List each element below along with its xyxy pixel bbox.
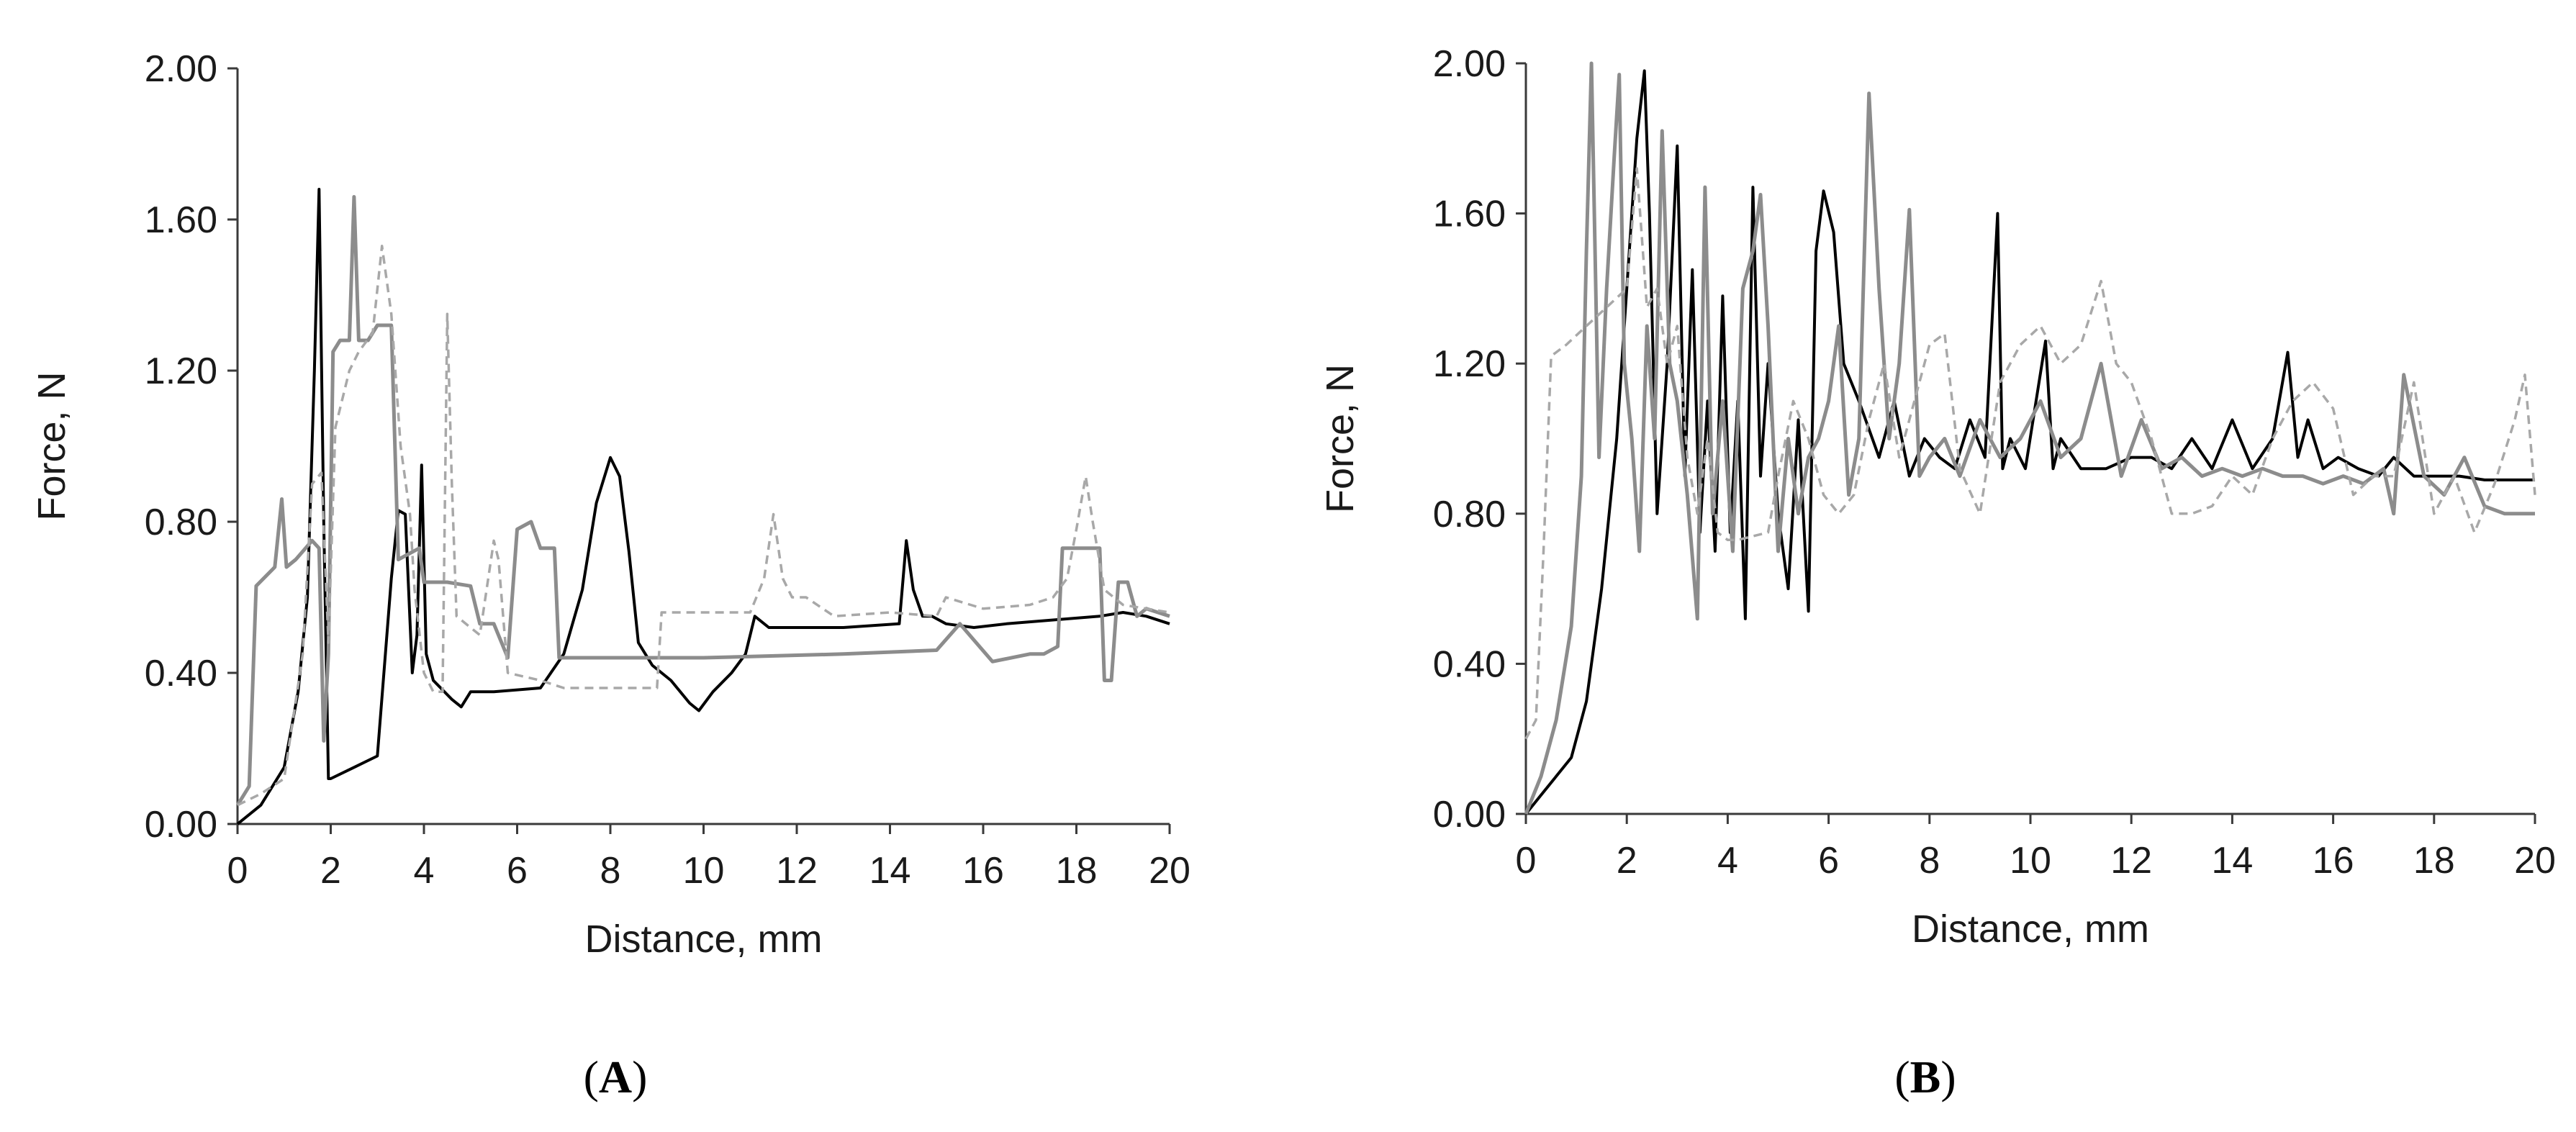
panel-a-label: (A): [584, 1051, 648, 1102]
x-tick-label: 10: [683, 850, 725, 892]
x-tick-label: 14: [2211, 840, 2253, 882]
series-line-1: [1524, 69, 2535, 815]
x-tick-label: 16: [962, 850, 1004, 892]
x-axis-title: Distance, mm: [584, 918, 822, 961]
panel-a-chart: (A) 0.00 0.40 0.80 1.20 1.60 2.00 0 2 4 6 8 10 12 14 1…: [30, 48, 1190, 1102]
series-line-3: [237, 245, 1170, 807]
y-tick-label: 2.00: [145, 48, 217, 90]
panel-b-chart: (B) 0.00 0.40 0.80 1.20 1.60 2.00 0 2 4 6 8 10 12 14 1…: [1319, 43, 2556, 1102]
x-tick-label: 2: [320, 850, 341, 892]
y-tick-label: 0.00: [145, 804, 217, 846]
x-tick-label: 0: [227, 850, 248, 892]
x-tick-label: 0: [1516, 840, 1537, 882]
x-tick-label: 16: [2313, 840, 2354, 882]
x-tick-label: 12: [2110, 840, 2152, 882]
y-tick-label: 0.40: [145, 653, 217, 694]
y-axis-title: Force, N: [30, 371, 73, 520]
x-tick-label: 2: [1617, 840, 1637, 882]
y-tick-label: 1.60: [1433, 194, 1506, 235]
y-tick-label: 0.00: [1433, 794, 1506, 836]
x-tick-label: 4: [1717, 840, 1738, 882]
panel-b-label: (B): [1894, 1051, 1956, 1102]
series-line-2: [1524, 61, 2535, 815]
y-tick-label: 0.80: [145, 502, 217, 543]
x-tick-label: 4: [414, 850, 435, 892]
x-tick-label: 20: [1149, 850, 1190, 892]
y-tick-label: 0.40: [1433, 643, 1506, 685]
series-line-1: [236, 188, 1170, 825]
series-line-2: [235, 195, 1170, 807]
series-line-3: [1524, 167, 2536, 740]
x-tick-label: 18: [1056, 850, 1098, 892]
y-tick-label: 1.20: [145, 350, 217, 392]
x-tick-label: 8: [600, 850, 621, 892]
x-tick-label: 6: [1818, 840, 1839, 882]
y-tick-label: 0.80: [1433, 494, 1506, 535]
y-tick-label: 2.00: [1433, 43, 1506, 85]
x-axis-title: Distance, mm: [1912, 907, 2149, 951]
x-tick-label: 6: [507, 850, 528, 892]
x-tick-label: 8: [1919, 840, 1940, 882]
x-tick-label: 14: [869, 850, 911, 892]
y-tick-label: 1.60: [145, 199, 217, 241]
x-tick-label: 12: [776, 850, 818, 892]
x-tick-label: 20: [2514, 840, 2556, 882]
y-tick-label: 1.20: [1433, 343, 1506, 385]
x-tick-label: 18: [2413, 840, 2455, 882]
x-tick-label: 10: [2010, 840, 2051, 882]
y-axis-title: Force, N: [1319, 364, 1362, 513]
